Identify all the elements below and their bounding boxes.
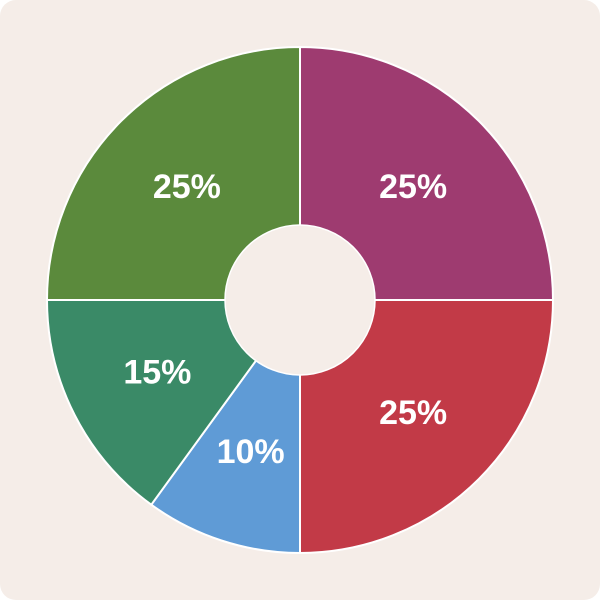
- slice-label-5: 25%: [153, 168, 221, 206]
- slice-label-2: 25%: [379, 394, 447, 432]
- pie-slice-2: [299, 299, 554, 554]
- pie-slice-4: [46, 299, 301, 506]
- slices-group: [46, 46, 554, 554]
- slice-label-4: 15%: [123, 354, 191, 392]
- slice-label-1: 25%: [379, 168, 447, 206]
- donut-hole: [224, 224, 376, 376]
- pie-slice-5: [46, 46, 301, 301]
- labels-group: 25% 25% 10% 15% 25%: [123, 168, 447, 471]
- slice-label-3: 10%: [217, 433, 285, 471]
- pie-slice-1: [299, 46, 554, 301]
